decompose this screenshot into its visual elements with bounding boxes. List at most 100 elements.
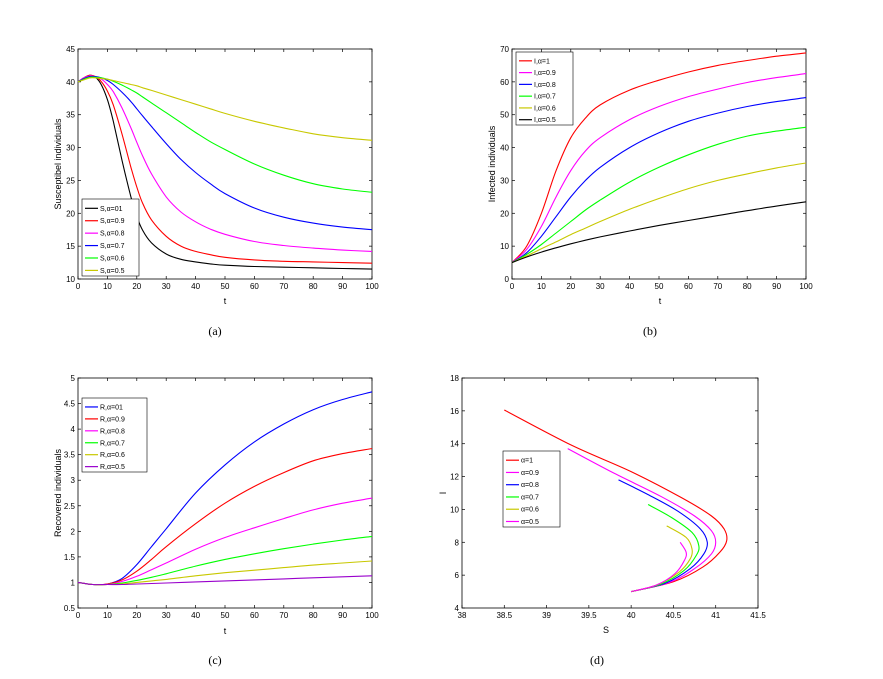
x-tick-label: 10 (103, 611, 112, 620)
panel-caption: (b) (643, 324, 657, 338)
y-tick-label: 0.5 (64, 604, 76, 613)
x-tick-label: 20 (566, 282, 575, 291)
legend: R,α=01 R,α=0.9 R,α=0.8 R,α=0.7 R,α=0.6 R,α=0.… (81, 397, 148, 473)
series-line-1 (77, 447, 373, 586)
y-tick-label: 2 (71, 527, 76, 536)
legend-label: α=0.7 (521, 494, 539, 501)
legend: I,α=1 I,α=0.9 I,α=0.8 I,α=0.7 I,α=0.6 I,α=0.5 (515, 51, 574, 126)
x-tick-label: 20 (132, 611, 141, 620)
x-tick-label: 10 (537, 282, 546, 291)
y-tick-label: 30 (66, 144, 75, 153)
y-tick-label: 14 (450, 440, 459, 449)
x-tick-label: 39.5 (581, 611, 597, 620)
x-tick-label: 0 (76, 282, 81, 291)
x-tick-label: 80 (743, 282, 752, 291)
y-tick-label: 4 (455, 604, 460, 613)
legend-box (81, 198, 140, 277)
series-line-0 (504, 409, 728, 593)
y-tick-label: 4.5 (64, 400, 76, 409)
y-tick-label: 8 (455, 538, 460, 547)
x-tick-label: 39 (542, 611, 551, 620)
x-tick-label: 40 (625, 282, 634, 291)
y-axis-label: Recovered individuals (53, 448, 63, 537)
x-axis-label: t (224, 296, 227, 306)
x-tick-label: 50 (221, 282, 230, 291)
y-tick-label: 15 (66, 242, 75, 251)
legend-label: S,α=01 (100, 206, 123, 213)
legend-label: R,α=0.6 (100, 452, 125, 459)
legend-label: S,α=0.8 (100, 231, 125, 238)
x-tick-label: 38.5 (496, 611, 512, 620)
y-tick-label: 18 (450, 374, 459, 383)
y-tick-label: 20 (66, 209, 75, 218)
x-tick-label: 80 (309, 282, 318, 291)
x-tick-label: 30 (162, 282, 171, 291)
series-line-1 (511, 73, 807, 264)
x-tick-label: 40.5 (666, 611, 682, 620)
y-tick-label: 3.5 (64, 451, 76, 460)
x-tick-label: 40 (191, 282, 200, 291)
legend-label: R,α=01 (100, 404, 123, 411)
series-line-0 (77, 74, 373, 270)
series-line-5 (77, 77, 373, 141)
y-tick-label: 4 (71, 425, 76, 434)
chart-0: 0 10 20 30 40 50 60 70 80 90 1001015202530354045tS… (53, 45, 379, 338)
y-tick-label: 1 (71, 578, 76, 587)
y-tick-label: 70 (500, 45, 509, 54)
y-tick-label: 30 (500, 176, 509, 185)
x-tick-label: 60 (250, 611, 259, 620)
y-axis-label: Susceptibel individuals (53, 118, 63, 210)
y-tick-label: 16 (450, 407, 459, 416)
legend: α=1 α=0.9 α=0.8 α=0.7 α=0.6 α=0.5 (502, 450, 561, 528)
x-tick-label: 90 (772, 282, 781, 291)
series-line-5 (630, 541, 687, 593)
y-tick-label: 10 (66, 275, 75, 284)
x-tick-label: 41 (711, 611, 720, 620)
panel-caption: (d) (590, 653, 604, 667)
x-tick-label: 100 (365, 282, 379, 291)
x-tick-label: 70 (279, 611, 288, 620)
legend-box (81, 397, 148, 473)
y-tick-label: 60 (500, 78, 509, 87)
legend-label: I,α=0.5 (534, 117, 556, 124)
series-line-3 (630, 504, 700, 593)
y-tick-label: 6 (455, 571, 460, 580)
x-tick-label: 20 (132, 282, 141, 291)
x-tick-label: 40 (191, 611, 200, 620)
chart-2: 0 10 20 30 40 50 60 70 80 90 100 0.5 1 1.5 2 2.5 3 3.5 4 4.… (53, 374, 379, 667)
x-tick-label: 38 (458, 611, 467, 620)
y-tick-label: 20 (500, 209, 509, 218)
y-tick-label: 40 (66, 78, 75, 87)
x-tick-label: 60 (250, 282, 259, 291)
legend-box (502, 450, 561, 528)
y-tick-label: 1.5 (64, 553, 76, 562)
x-tick-label: 90 (338, 282, 347, 291)
legend-label: α=0.5 (521, 519, 539, 526)
x-tick-label: 60 (684, 282, 693, 291)
legend-label: α=0.8 (521, 482, 539, 489)
legend-label: S,α=0.9 (100, 218, 125, 225)
panel-caption: (a) (208, 324, 221, 338)
y-axis-label: I (438, 492, 448, 495)
x-tick-label: 30 (596, 282, 605, 291)
legend-label: I,α=0.7 (534, 94, 556, 101)
series-line-4 (77, 76, 373, 193)
chart-3: 38 38.5 39 39.5 40 40.5 41 41.5 4 6 8 10 12 14 16 18 S I (… (438, 374, 766, 667)
x-axis-label: S (603, 625, 609, 635)
legend-label: I,α=0.8 (534, 82, 556, 89)
x-tick-label: 40 (627, 611, 636, 620)
x-axis-label: t (659, 296, 662, 306)
legend-label: R,α=0.9 (100, 416, 125, 423)
x-tick-label: 50 (221, 611, 230, 620)
y-tick-label: 5 (71, 374, 76, 383)
y-tick-label: 0 (505, 275, 510, 284)
y-tick-label: 2.5 (64, 502, 76, 511)
y-tick-label: 3 (71, 476, 76, 485)
legend-label: R,α=0.7 (100, 440, 125, 447)
x-tick-label: 50 (655, 282, 664, 291)
series-line-0 (511, 52, 807, 263)
legend-label: I,α=0.9 (534, 70, 556, 77)
series-line-4 (511, 162, 807, 264)
x-tick-label: 0 (76, 611, 81, 620)
